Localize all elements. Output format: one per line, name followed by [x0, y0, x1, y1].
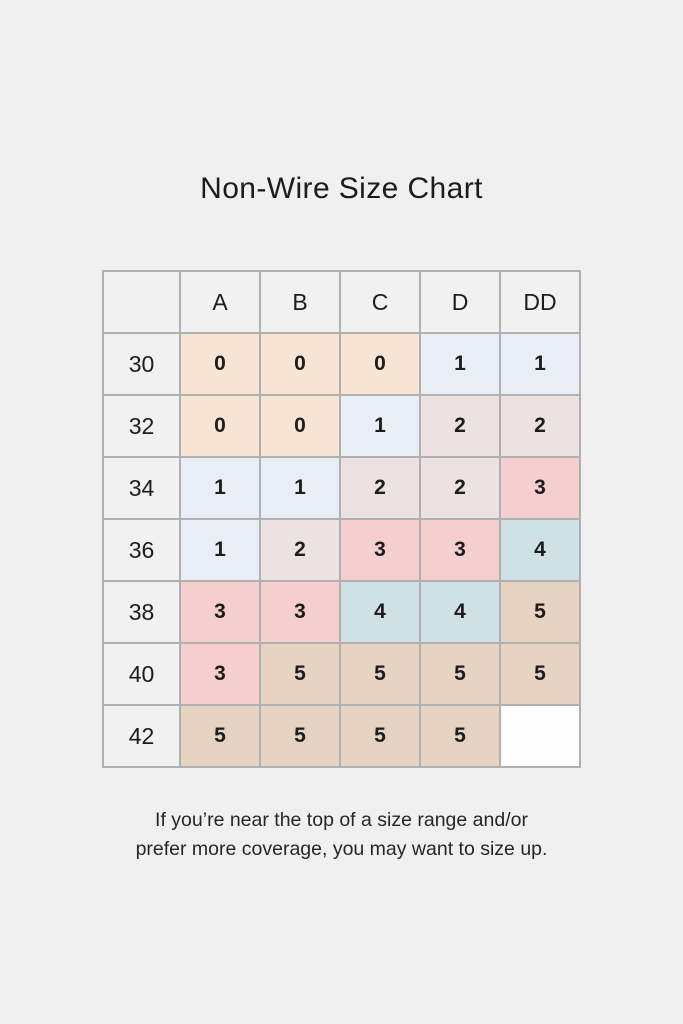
size-cell: 5 [419, 642, 501, 706]
table-row: 34 1 1 2 2 3 [102, 456, 581, 520]
size-cell: 1 [339, 394, 421, 458]
size-cell: 2 [419, 394, 501, 458]
size-cell: 1 [499, 332, 581, 396]
table-body: 30 0 0 0 1 1 32 0 0 1 2 2 34 1 1 2 2 3 36 1 2 3 3 4 38 3 3 4 4 5 40 3 5 5… [102, 332, 581, 768]
size-cell: 5 [259, 642, 341, 706]
table-row: 42 5 5 5 5 [102, 704, 581, 768]
size-cell: 3 [419, 518, 501, 582]
size-cell: 2 [499, 394, 581, 458]
size-cell: 3 [339, 518, 421, 582]
column-header-c: C [339, 270, 421, 334]
row-header-38: 38 [102, 580, 181, 644]
size-cell: 5 [179, 704, 261, 768]
row-header-30: 30 [102, 332, 181, 396]
footnote-line-2: prefer more coverage, you may want to si… [135, 838, 548, 860]
size-cell: 3 [259, 580, 341, 644]
size-cell: 0 [259, 394, 341, 458]
size-cell: 3 [179, 580, 261, 644]
size-cell: 0 [179, 332, 261, 396]
size-cell: 4 [339, 580, 421, 644]
table-row: 40 3 5 5 5 5 [102, 642, 581, 706]
size-cell: 0 [259, 332, 341, 396]
size-cell: 3 [179, 642, 261, 706]
size-cell: 1 [419, 332, 501, 396]
size-cell: 0 [339, 332, 421, 396]
table-row: 32 0 0 1 2 2 [102, 394, 581, 458]
size-cell [499, 704, 581, 768]
header-row: A B C D DD [102, 270, 581, 334]
size-cell: 4 [499, 518, 581, 582]
size-cell: 0 [179, 394, 261, 458]
size-cell: 5 [419, 704, 501, 768]
column-header-d: D [419, 270, 501, 334]
size-cell: 2 [419, 456, 501, 520]
table-row: 38 3 3 4 4 5 [102, 580, 581, 644]
size-cell: 1 [179, 518, 261, 582]
row-header-42: 42 [102, 704, 181, 768]
size-cell: 5 [339, 704, 421, 768]
size-cell: 5 [339, 642, 421, 706]
row-header-34: 34 [102, 456, 181, 520]
footnote-line-1: If you’re near the top of a size range a… [155, 809, 528, 831]
size-chart-table: A B C D DD 30 0 0 0 1 1 32 0 0 1 2 2 34 1 1 2 2 3 36 1 2 3 3 4 38 3 3 4… [102, 270, 581, 768]
column-header-a: A [179, 270, 261, 334]
page-title: Non-Wire Size Chart [200, 172, 483, 205]
size-cell: 5 [499, 642, 581, 706]
footnote: If you’re near the top of a size range a… [0, 806, 683, 864]
size-cell: 3 [499, 456, 581, 520]
size-cell: 2 [259, 518, 341, 582]
size-cell: 5 [259, 704, 341, 768]
corner-cell [102, 270, 181, 334]
column-header-b: B [259, 270, 341, 334]
size-cell: 2 [339, 456, 421, 520]
row-header-32: 32 [102, 394, 181, 458]
table-row: 30 0 0 0 1 1 [102, 332, 581, 396]
table-header: A B C D DD [102, 270, 581, 334]
row-header-40: 40 [102, 642, 181, 706]
size-cell: 1 [259, 456, 341, 520]
size-cell: 5 [499, 580, 581, 644]
table-row: 36 1 2 3 3 4 [102, 518, 581, 582]
row-header-36: 36 [102, 518, 181, 582]
size-cell: 4 [419, 580, 501, 644]
size-cell: 1 [179, 456, 261, 520]
column-header-dd: DD [499, 270, 581, 334]
